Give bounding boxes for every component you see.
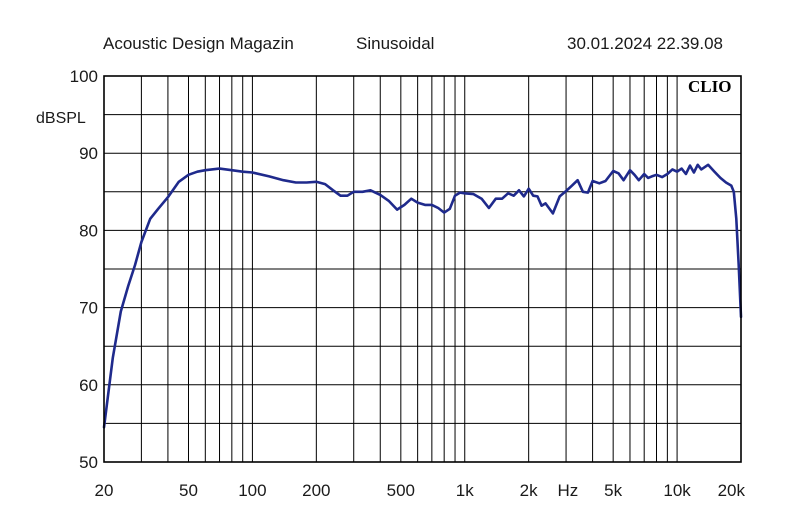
x-tick-label: 200 <box>302 481 330 500</box>
x-axis-label: Hz <box>558 481 579 500</box>
x-tick-label: 50 <box>179 481 198 500</box>
x-tick-label: 1k <box>456 481 474 500</box>
clio-logo: CLIO <box>688 77 731 96</box>
plot-frame <box>103 75 742 463</box>
header-mode: Sinusoidal <box>356 34 435 53</box>
x-tick-label: 100 <box>238 481 266 500</box>
x-tick-label: 20k <box>718 481 746 500</box>
x-tick-label: 10k <box>663 481 691 500</box>
x-tick-label: 20 <box>95 481 114 500</box>
y-tick-label: 70 <box>79 299 98 318</box>
frequency-response-curve <box>102 163 743 429</box>
y-tick-labels: 50 60 70 80 90 100 <box>70 67 98 472</box>
y-tick-label: 100 <box>70 67 98 86</box>
y-tick-label: 90 <box>79 144 98 163</box>
grid-horizontal-lines <box>104 114 741 424</box>
y-tick-label: 50 <box>79 453 98 472</box>
x-tick-label: 2k <box>520 481 538 500</box>
x-tick-labels: 20 50 100 200 500 1k 2k Hz 5k 10k 20k <box>95 481 746 500</box>
y-tick-label: 60 <box>79 376 98 395</box>
grid-vertical-lines <box>140 76 678 462</box>
header-title: Acoustic Design Magazin <box>103 34 294 53</box>
header-timestamp: 30.01.2024 22.39.08 <box>567 34 723 53</box>
x-tick-label: 5k <box>604 481 622 500</box>
y-tick-label: 80 <box>79 221 98 240</box>
x-tick-label: 500 <box>387 481 415 500</box>
y-axis-label: dBSPL <box>36 110 86 127</box>
